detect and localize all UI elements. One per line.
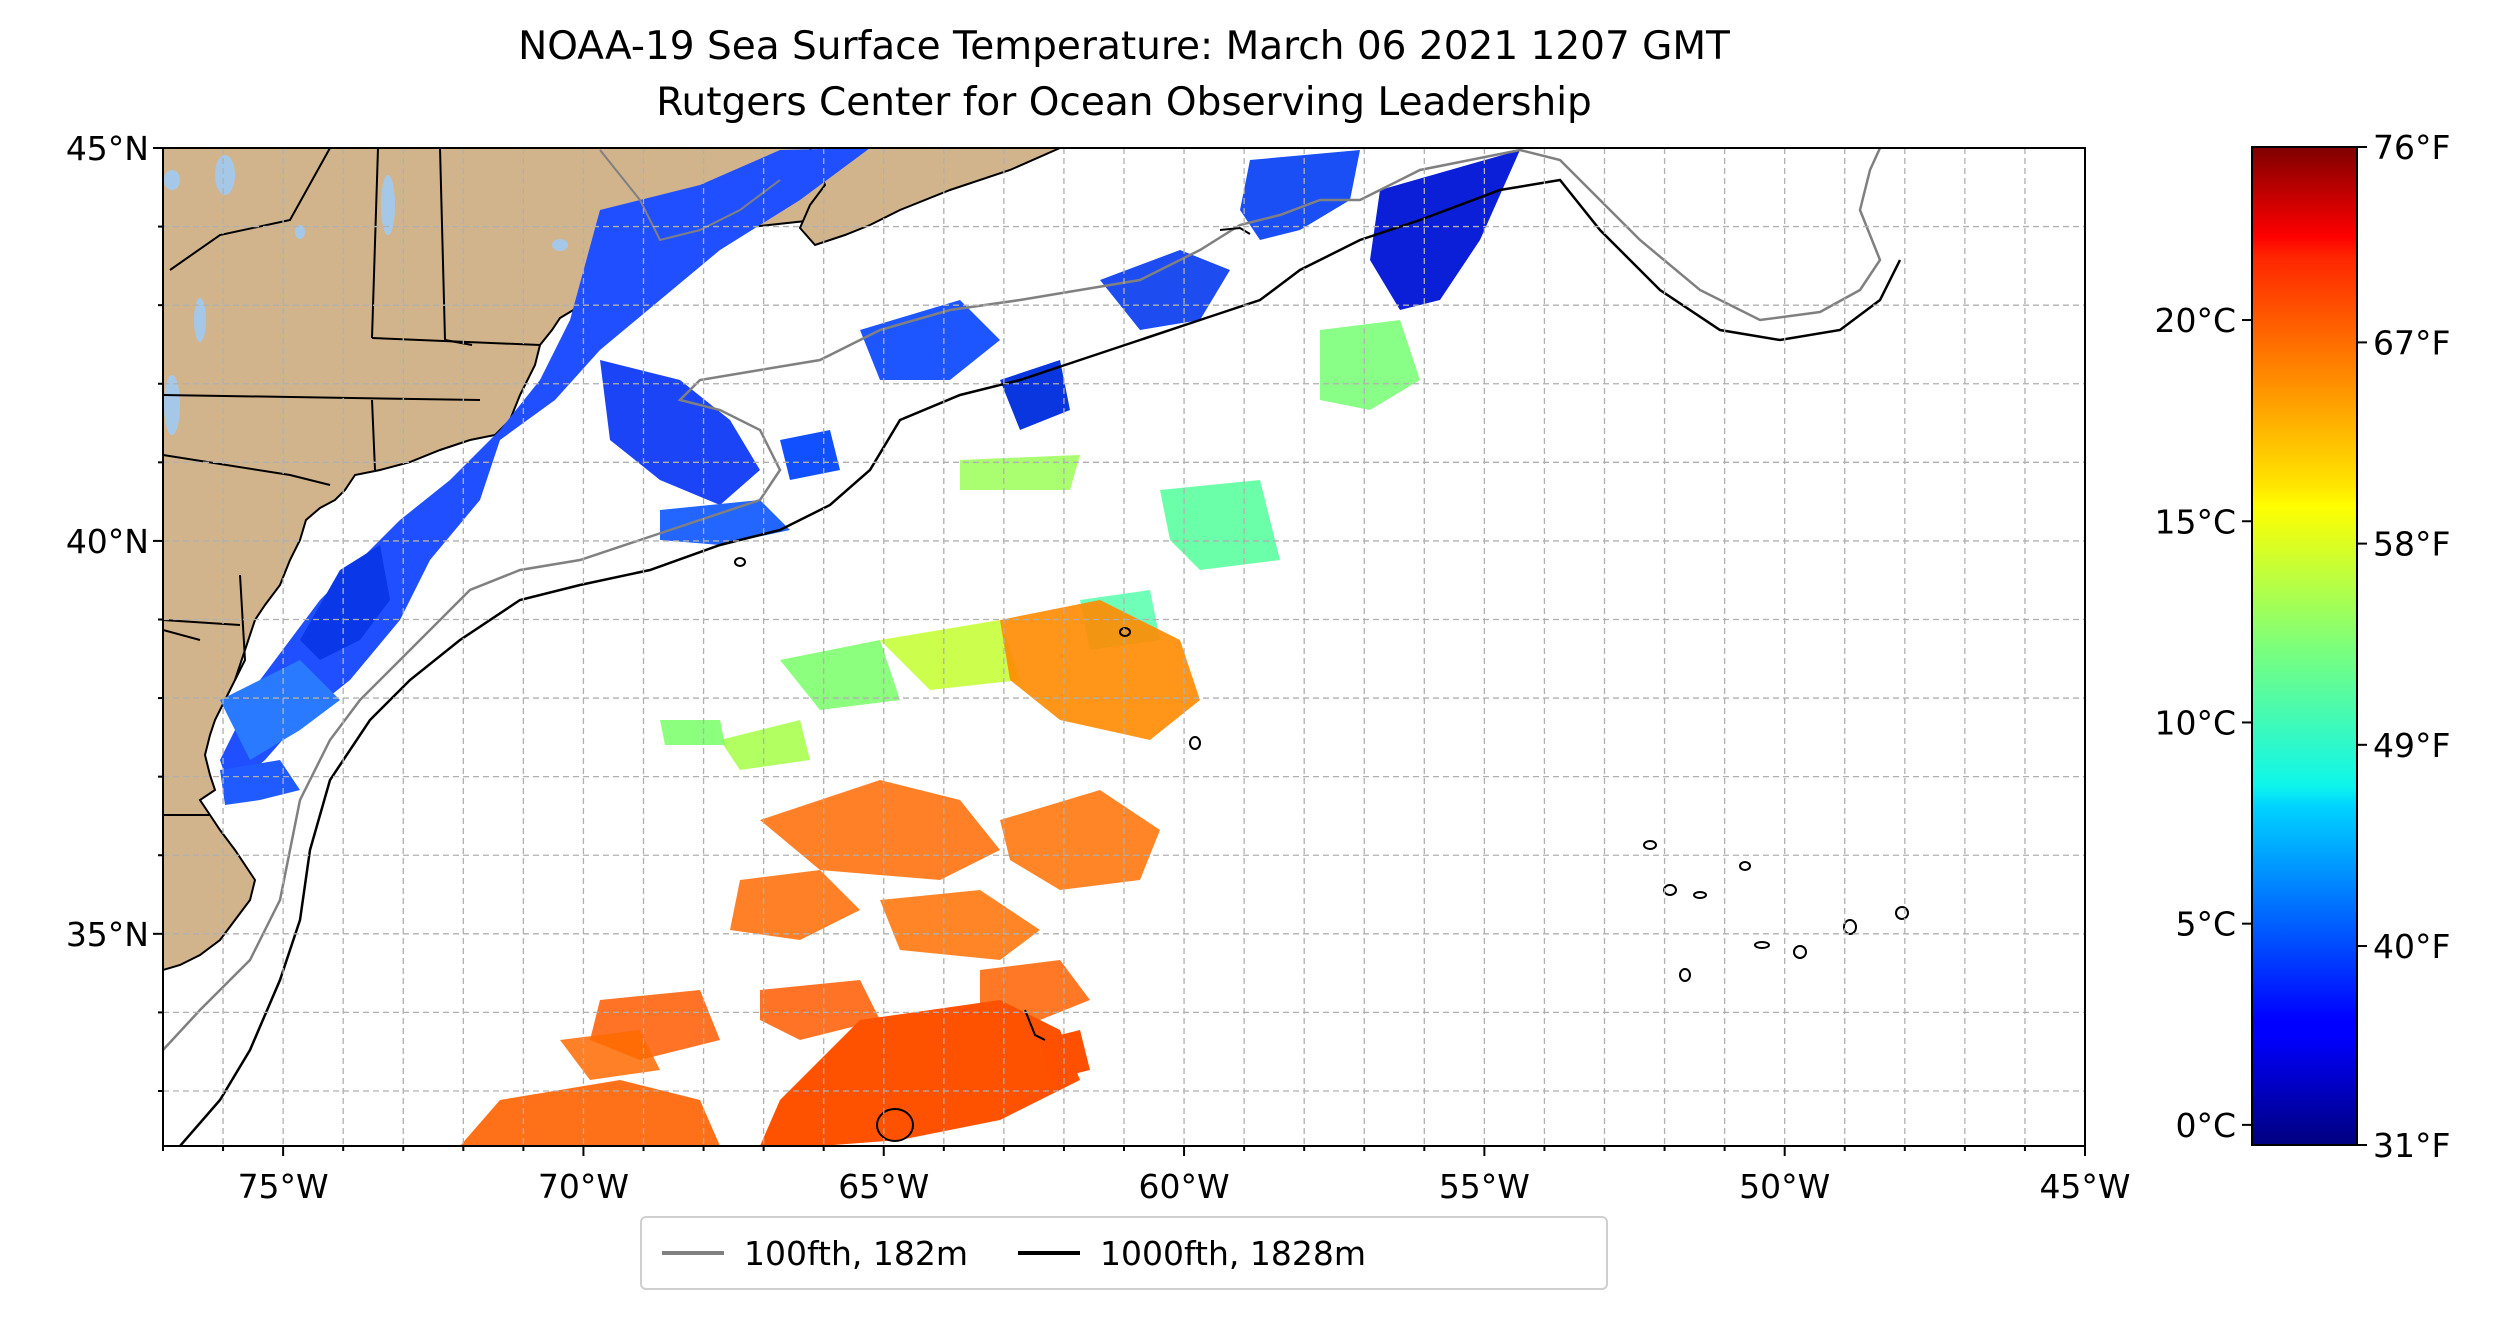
seamount-contours	[734, 226, 1909, 1142]
celsius-tick-label: 15°C	[2154, 502, 2236, 541]
map-area	[163, 148, 2085, 1146]
lat-tick-label: 35°N	[66, 915, 149, 954]
fahrenheit-tick-label: 58°F	[2373, 525, 2450, 564]
fahrenheit-tick-label: 31°F	[2373, 1126, 2450, 1165]
legend-swatch-black	[1018, 1251, 1080, 1255]
map-axis-ticks: 75°W 70°W 65°W 60°W 55°W 50°W 45°W 45°N 40°N 35°N	[66, 129, 2131, 1206]
lat-tick-label: 40°N	[66, 522, 149, 561]
fahrenheit-tick-label: 67°F	[2373, 323, 2450, 362]
legend-entry-100fth: 100fth, 182m	[662, 1234, 968, 1273]
maritime-land	[798, 148, 1061, 247]
graticule	[163, 148, 2085, 1146]
fahrenheit-tick-label: 76°F	[2373, 128, 2450, 167]
isobath-legend: 100fth, 182m 1000fth, 1828m	[640, 1216, 1608, 1290]
lon-tick-label: 70°W	[538, 1167, 629, 1206]
celsius-tick-label: 0°C	[2175, 1106, 2236, 1145]
lon-tick-label: 45°W	[2039, 1167, 2130, 1206]
state-borders	[163, 148, 541, 816]
legend-label-100fth: 100fth, 182m	[744, 1233, 968, 1273]
colorbar-ticks: 0°C 5°C 10°C 15°C 20°C 31°F 40°F 49°F 58°F 67°F 76…	[2154, 128, 2450, 1165]
map-subtitle: Rutgers Center for Ocean Observing Leade…	[656, 80, 1592, 125]
colorbar	[2251, 146, 2358, 1146]
sst-cold-water	[220, 148, 1520, 805]
lon-tick-label: 50°W	[1739, 1167, 1830, 1206]
celsius-tick-label: 20°C	[2154, 301, 2236, 340]
lon-tick-label: 60°W	[1139, 1167, 1230, 1206]
legend-entry-1000fth: 1000fth, 1828m	[1018, 1234, 1366, 1273]
map-title: NOAA-19 Sea Surface Temperature: March 0…	[518, 24, 1730, 69]
sst-mid-water	[660, 320, 1420, 770]
sst-warm-water	[460, 600, 1200, 1146]
fahrenheit-tick-label: 49°F	[2373, 726, 2450, 765]
legend-swatch-gray	[662, 1251, 724, 1255]
lon-tick-label: 75°W	[238, 1167, 329, 1206]
lon-tick-label: 55°W	[1439, 1167, 1530, 1206]
lakes	[164, 155, 568, 435]
lon-tick-label: 65°W	[838, 1167, 929, 1206]
fahrenheit-tick-label: 40°F	[2373, 927, 2450, 966]
isobath-100fth	[163, 148, 1882, 1051]
lat-tick-label: 45°N	[66, 129, 149, 168]
celsius-tick-label: 10°C	[2154, 703, 2236, 742]
celsius-tick-label: 5°C	[2175, 905, 2236, 944]
isobath-1000fth	[179, 178, 1902, 1146]
legend-label-1000fth: 1000fth, 1828m	[1100, 1233, 1366, 1273]
